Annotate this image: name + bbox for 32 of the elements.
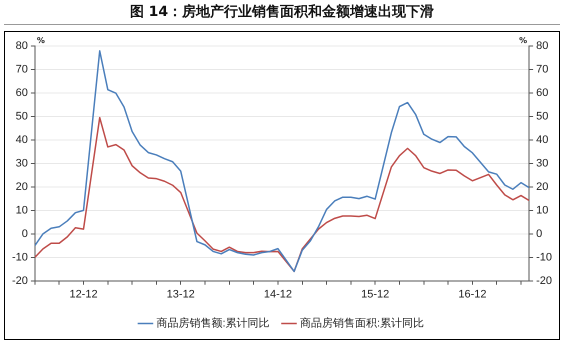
legend-label: 商品房销售面积:累计同比 bbox=[300, 316, 424, 330]
x-tick-label: 13-12 bbox=[166, 288, 195, 300]
y2-tick-label: 70 bbox=[536, 64, 548, 76]
x-tick-label: 15-12 bbox=[361, 288, 390, 300]
y2-tick-label: 0 bbox=[536, 228, 542, 240]
y-axis-title: % bbox=[36, 36, 45, 46]
y2-axis-title: % bbox=[519, 36, 528, 46]
legend-label: 商品房销售额:累计同比 bbox=[156, 316, 270, 330]
y2-tick-label: 50 bbox=[536, 110, 548, 122]
y-tick-label: 40 bbox=[16, 134, 28, 146]
y-tick-label: 30 bbox=[16, 157, 28, 170]
y-tick-label: 10 bbox=[16, 204, 28, 216]
x-tick-label: 14-12 bbox=[264, 288, 292, 300]
y-tick-label: 80 bbox=[16, 40, 28, 52]
y2-tick-label: -10 bbox=[536, 251, 552, 264]
y-tick-label: 20 bbox=[16, 180, 28, 193]
y-tick-label: 70 bbox=[16, 64, 28, 76]
x-tick-label: 16-12 bbox=[458, 288, 486, 300]
y2-tick-label: 80 bbox=[536, 40, 548, 52]
x-tick-label: 12-12 bbox=[69, 288, 98, 300]
y2-tick-label: 60 bbox=[536, 86, 548, 99]
chart-title: 图 14：房地产行业销售面积和金额增速出现下滑 bbox=[4, 0, 560, 25]
y-tick-label: -20 bbox=[12, 274, 28, 287]
y2-tick-label: 40 bbox=[536, 134, 548, 146]
y-tick-label: 0 bbox=[22, 228, 28, 240]
y2-tick-label: 10 bbox=[536, 204, 548, 216]
y-tick-label: -10 bbox=[12, 251, 28, 264]
y-tick-label: 50 bbox=[16, 110, 28, 122]
y-tick-label: 60 bbox=[16, 86, 28, 99]
y2-tick-label: -20 bbox=[536, 274, 552, 287]
y2-tick-label: 20 bbox=[536, 180, 548, 193]
y2-tick-label: 30 bbox=[536, 157, 548, 170]
